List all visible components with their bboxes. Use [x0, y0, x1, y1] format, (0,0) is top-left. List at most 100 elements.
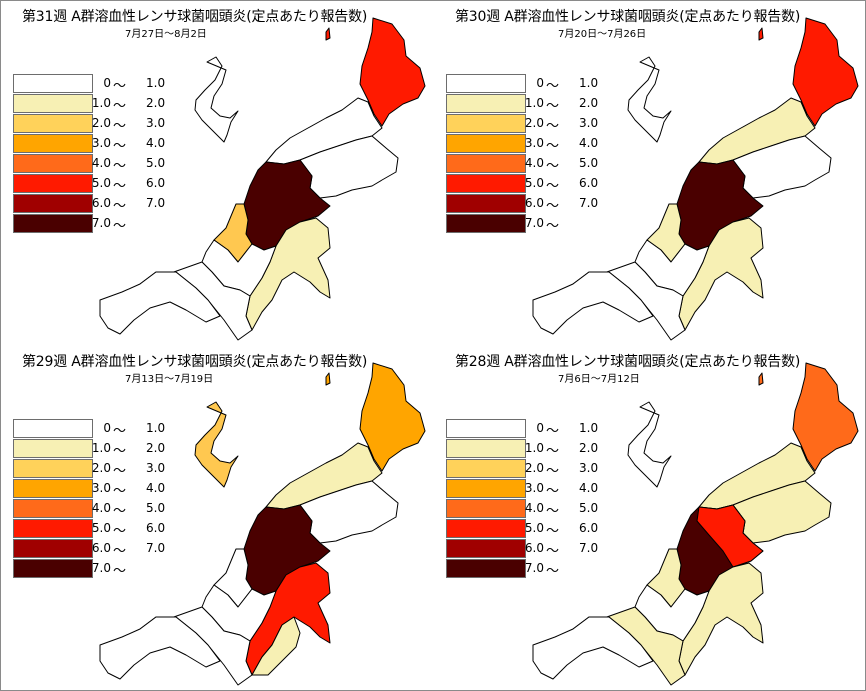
- legend-from: 7.0: [524, 561, 544, 575]
- legend-to: 7.0: [579, 196, 599, 210]
- legend-to: 6.0: [579, 521, 599, 535]
- legend-to: 3.0: [146, 461, 166, 475]
- legend-swatch: [446, 134, 526, 153]
- legend-tilde: ～: [546, 504, 560, 519]
- legend-row: 6.0 ～ 7.0: [446, 194, 646, 214]
- legend-from: 7.0: [91, 216, 111, 230]
- legend-to: 7.0: [579, 541, 599, 555]
- legend-to: 4.0: [579, 481, 599, 495]
- legend-swatch: [446, 499, 526, 518]
- legend-from: 3.0: [524, 481, 544, 495]
- legend-tilde: ～: [113, 484, 127, 499]
- legend-swatch: [446, 214, 526, 233]
- legend-to: 5.0: [146, 156, 166, 170]
- legend-swatch: [13, 74, 93, 93]
- legend-tilde: ～: [546, 544, 560, 559]
- legend-from: 5.0: [524, 521, 544, 535]
- legend-swatch: [446, 94, 526, 113]
- legend-swatch: [13, 499, 93, 518]
- map-panel-week30: 第30週 A群溶血性レンサ球菌咽頭炎(定点あたり報告数) 7月20日～7月26日 0…: [433, 0, 866, 345]
- legend-row: 2.0 ～ 3.0: [446, 459, 646, 479]
- region-awashima: [758, 27, 764, 41]
- map-title: 第28週 A群溶血性レンサ球菌咽頭炎(定点あたり報告数): [455, 354, 801, 370]
- legend-from: 7.0: [524, 216, 544, 230]
- region-north: [792, 362, 859, 472]
- legend-swatch: [446, 174, 526, 193]
- legend-tilde: ～: [546, 484, 560, 499]
- legend-row: 7.0 ～: [13, 214, 213, 234]
- legend-tilde: ～: [113, 139, 127, 154]
- legend-to: 5.0: [579, 501, 599, 515]
- legend-tilde: ～: [546, 99, 560, 114]
- legend-to: 1.0: [579, 421, 599, 435]
- legend-swatch: [446, 539, 526, 558]
- legend-from: 4.0: [524, 501, 544, 515]
- legend-from: 5.0: [91, 176, 111, 190]
- map-panel-week29: 第29週 A群溶血性レンサ球菌咽頭炎(定点あたり報告数) 7月13日～7月19日 0…: [0, 345, 433, 690]
- legend-to: 1.0: [579, 76, 599, 90]
- choropleth-map: [99, 17, 426, 341]
- legend-tilde: ～: [546, 139, 560, 154]
- legend-row: 6.0 ～ 7.0: [446, 539, 646, 559]
- legend-tilde: ～: [546, 119, 560, 134]
- legend-from: 5.0: [524, 176, 544, 190]
- legend-from: 4.0: [524, 156, 544, 170]
- legend-swatch: [446, 559, 526, 578]
- legend-from: 2.0: [91, 461, 111, 475]
- region-sado: [627, 56, 672, 143]
- date-range: 7月13日～7月19日: [125, 374, 214, 385]
- legend-swatch: [13, 479, 93, 498]
- legend-row: 7.0 ～: [446, 214, 646, 234]
- choropleth-map: [532, 362, 859, 686]
- legend-row: 5.0 ～ 6.0: [13, 174, 213, 194]
- legend-swatch: [446, 114, 526, 133]
- legend-row: 0 ～ 1.0: [446, 74, 646, 94]
- legend-row: 6.0 ～ 7.0: [13, 194, 213, 214]
- legend-from: 6.0: [91, 541, 111, 555]
- legend-swatch: [13, 134, 93, 153]
- map-title: 第29週 A群溶血性レンサ球菌咽頭炎(定点あたり報告数): [22, 354, 368, 370]
- legend-tilde: ～: [113, 424, 127, 439]
- legend-row: 0 ～ 1.0: [13, 419, 213, 439]
- legend-from: 3.0: [524, 136, 544, 150]
- legend-tilde: ～: [113, 544, 127, 559]
- legend-tilde: ～: [546, 424, 560, 439]
- legend-to: 2.0: [146, 96, 166, 110]
- legend-tilde: ～: [113, 464, 127, 479]
- legend-swatch: [13, 114, 93, 133]
- region-sado: [194, 401, 239, 488]
- legend-swatch: [446, 439, 526, 458]
- region-sado: [627, 401, 672, 488]
- legend-tilde: ～: [113, 119, 127, 134]
- legend-swatch: [446, 154, 526, 173]
- region-itoigawa: [99, 271, 221, 335]
- legend-to: 7.0: [146, 541, 166, 555]
- legend-from: 6.0: [524, 196, 544, 210]
- legend-from: 3.0: [91, 136, 111, 150]
- legend-row: 1.0 ～ 2.0: [13, 439, 213, 459]
- legend-to: 4.0: [146, 481, 166, 495]
- legend-swatch: [13, 459, 93, 478]
- legend: 0 ～ 1.0 1.0 ～ 2.0 2.0 ～ 3.0 3.0 ～ 4.0 4.0 ～ 5.0 5.0 ～ 6.0…: [13, 419, 213, 579]
- legend-tilde: ～: [546, 564, 560, 579]
- legend-row: 0 ～ 1.0: [446, 419, 646, 439]
- legend-to: 5.0: [579, 156, 599, 170]
- legend-swatch: [446, 419, 526, 438]
- legend-to: 1.0: [146, 76, 166, 90]
- legend-row: 4.0 ～ 5.0: [446, 499, 646, 519]
- legend-tilde: ～: [546, 524, 560, 539]
- legend-tilde: ～: [113, 524, 127, 539]
- legend-swatch: [13, 194, 93, 213]
- legend-from: 0: [103, 421, 111, 435]
- legend-swatch: [446, 74, 526, 93]
- legend-row: 5.0 ～ 6.0: [13, 519, 213, 539]
- legend-tilde: ～: [113, 159, 127, 174]
- legend-row: 4.0 ～ 5.0: [446, 154, 646, 174]
- legend-row: 1.0 ～ 2.0: [446, 439, 646, 459]
- legend-swatch: [446, 479, 526, 498]
- legend-to: 6.0: [146, 521, 166, 535]
- legend-from: 6.0: [91, 196, 111, 210]
- legend-to: 3.0: [579, 461, 599, 475]
- choropleth-map: [99, 362, 426, 686]
- region-itoigawa: [532, 271, 654, 335]
